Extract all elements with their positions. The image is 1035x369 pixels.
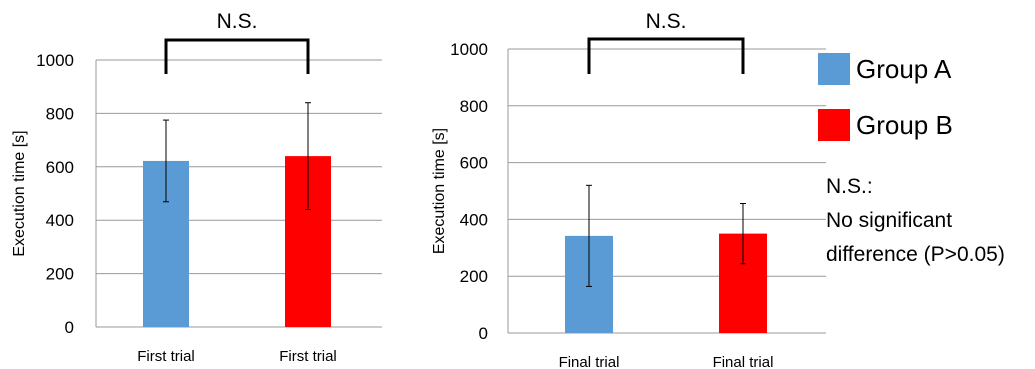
legend: Group A Group B — [818, 52, 1033, 164]
x-tick-label: Final trial — [713, 354, 774, 369]
y-tick-label: 200 — [460, 267, 488, 286]
y-tick-label: 200 — [46, 265, 74, 284]
legend-label: Group B — [856, 109, 953, 140]
note-line: No significant — [826, 209, 953, 232]
y-tick-label: 400 — [460, 210, 488, 229]
y-tick-label: 800 — [46, 104, 74, 123]
legend-item-group-a: Group A — [818, 52, 1033, 86]
legend-swatch-group-b — [818, 109, 850, 141]
y-tick-label: 600 — [46, 158, 74, 177]
note-line: difference (P>0.05) — [826, 243, 1005, 266]
x-tick-label: First trial — [137, 348, 195, 365]
y-tick-label: 600 — [460, 154, 488, 173]
y-tick-label: 0 — [65, 318, 74, 337]
legend-item-group-b: Group B — [818, 108, 1033, 142]
y-tick-label: 1000 — [36, 51, 74, 70]
y-tick-label: 1000 — [450, 40, 488, 59]
significance-bracket — [164, 38, 310, 74]
significance-bracket — [587, 37, 745, 74]
significance-label: N.S. — [217, 10, 258, 33]
significance-note: N.S.: No significant difference (P>0.05) — [826, 170, 1005, 272]
legend-swatch-group-a — [818, 53, 850, 85]
y-axis-label: Execution time [s] — [431, 128, 448, 254]
x-tick-label: First trial — [279, 348, 337, 365]
note-line: N.S.: — [826, 175, 873, 198]
y-tick-label: 800 — [460, 97, 488, 116]
x-tick-label: Final trial — [559, 354, 620, 369]
y-tick-label: 400 — [46, 211, 74, 230]
legend-label: Group A — [856, 53, 952, 84]
y-tick-label: 0 — [479, 324, 488, 343]
significance-label: N.S. — [646, 10, 687, 33]
y-axis-label: Execution time [s] — [11, 130, 28, 256]
